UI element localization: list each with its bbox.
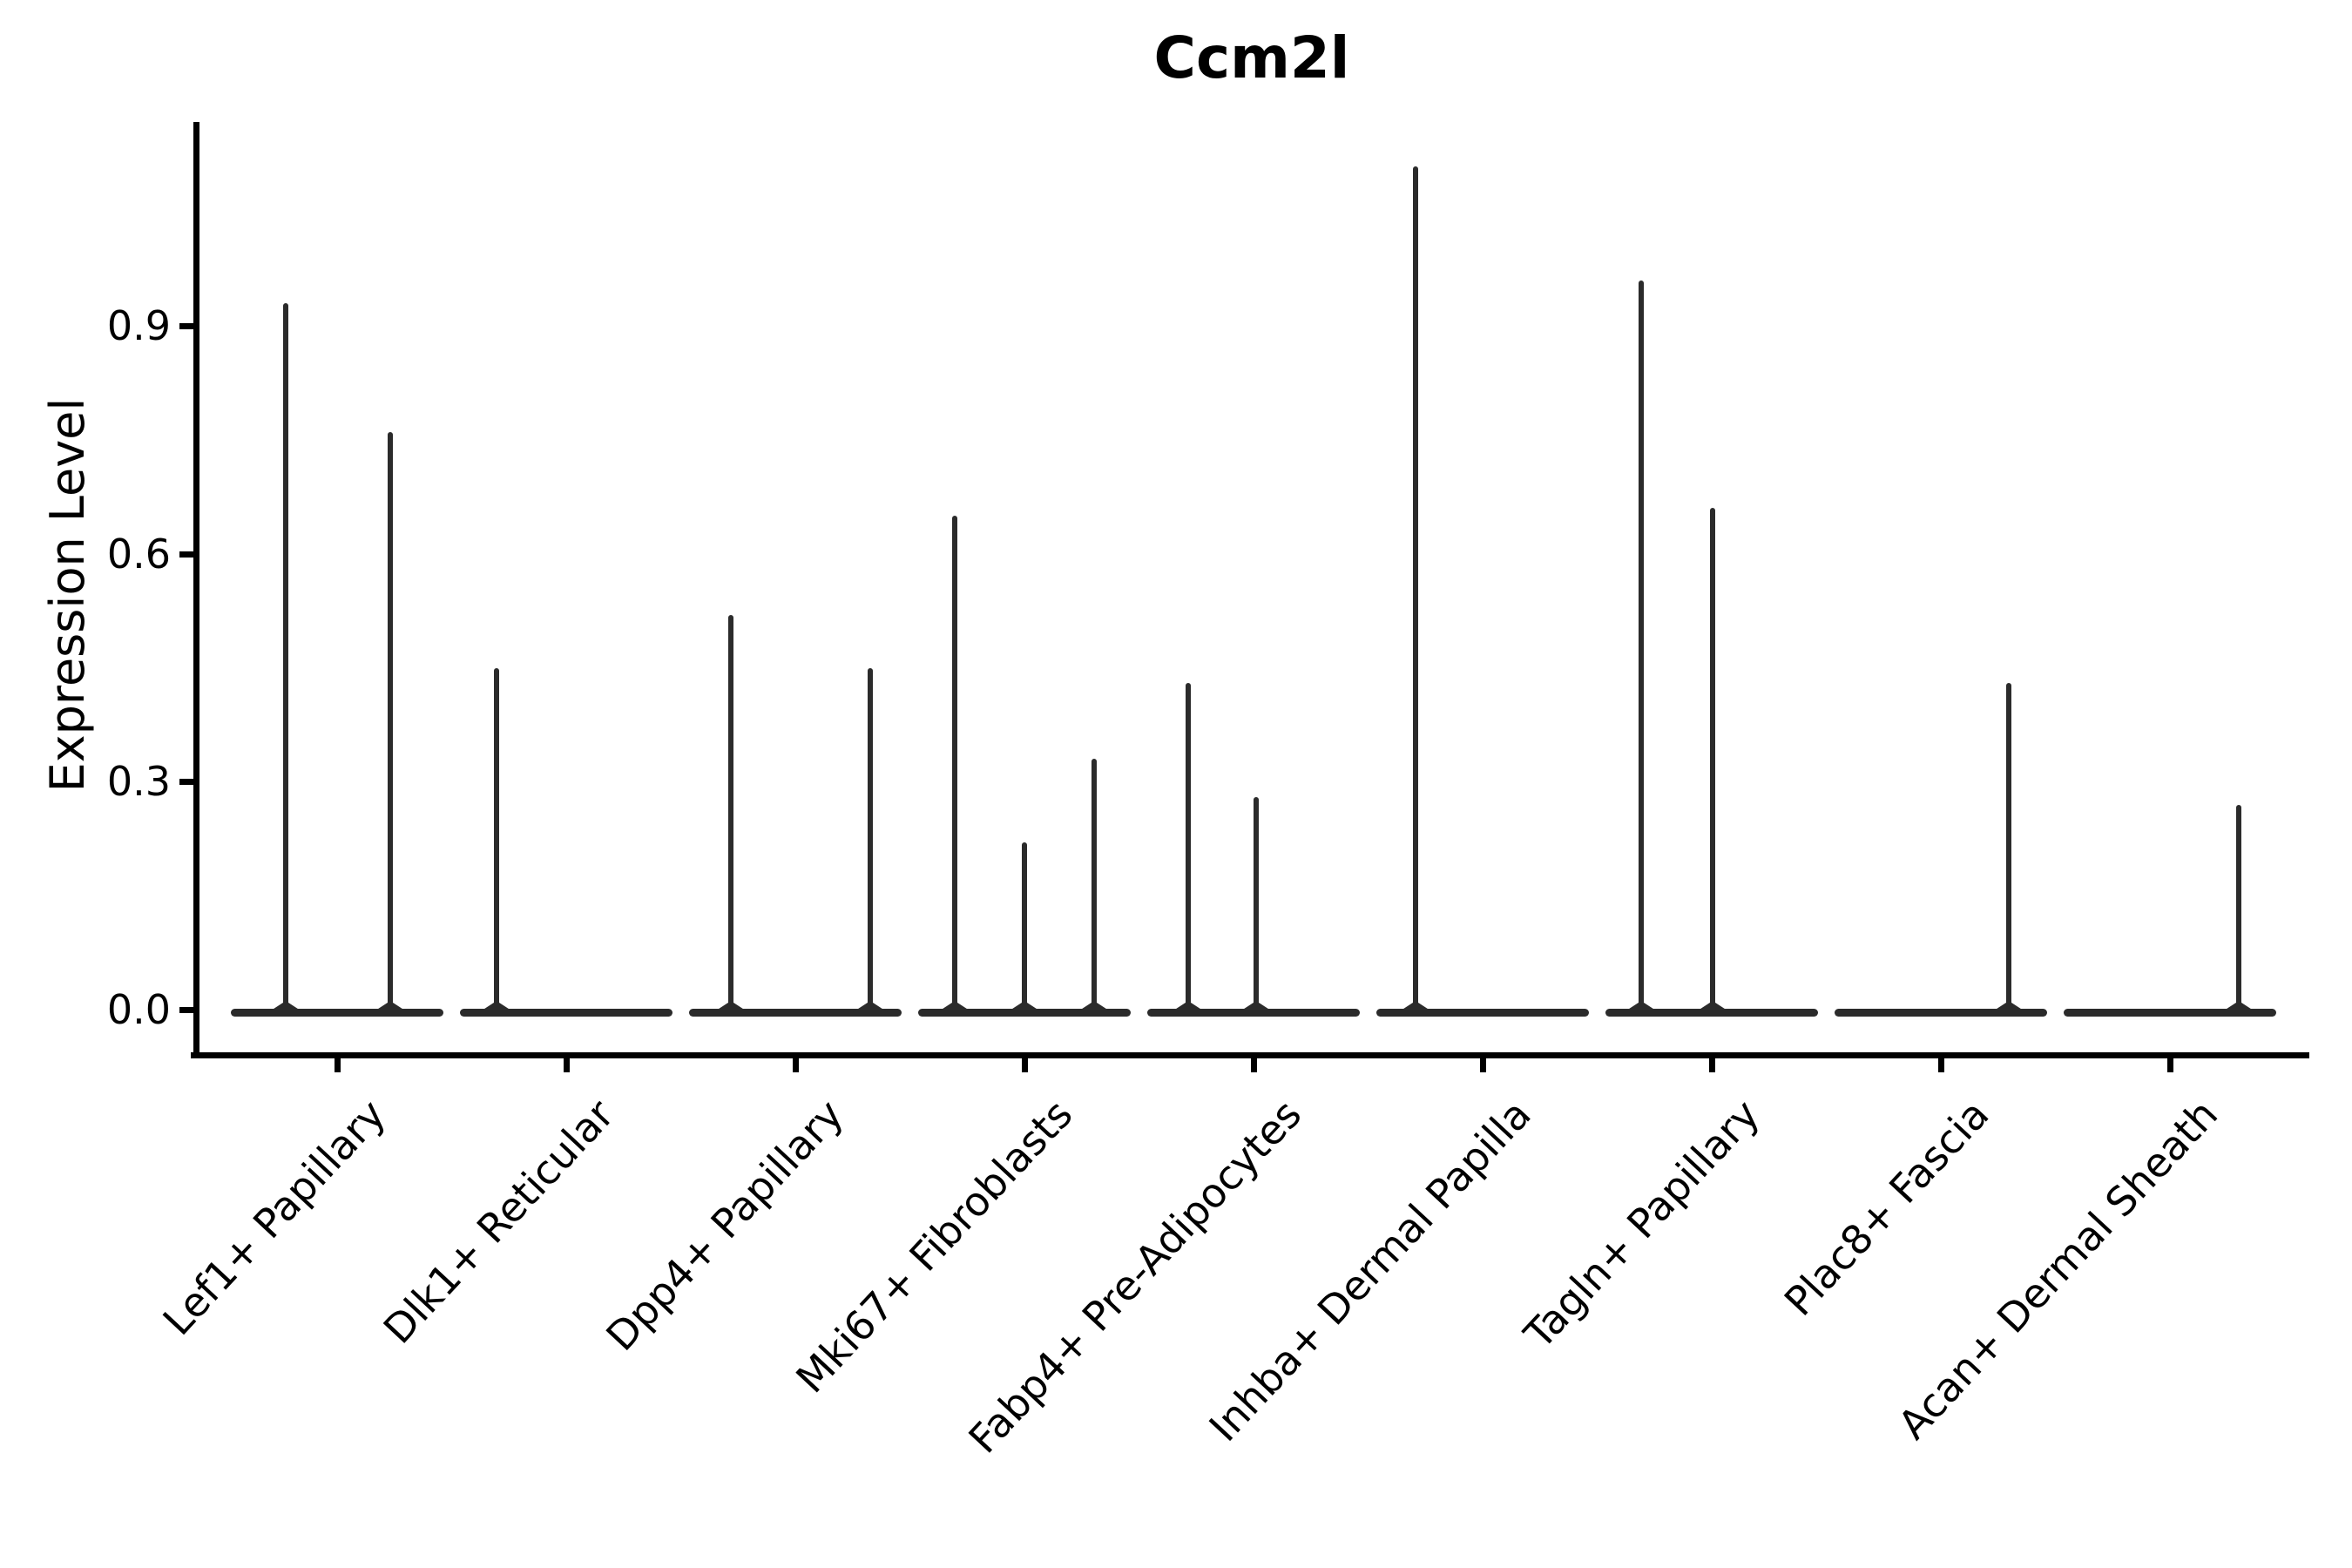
x-tick-label: Plac8+ Fascia bbox=[1774, 1091, 1998, 1325]
x-tick-mark bbox=[1938, 1058, 1944, 1072]
violin-density-spike bbox=[1639, 280, 1644, 1016]
violin-density-spike bbox=[952, 516, 957, 1016]
y-tick-mark bbox=[179, 779, 193, 786]
chart-title: Ccm2l bbox=[1153, 24, 1350, 91]
x-tick-label: Dlk1+ Reticular bbox=[375, 1091, 624, 1353]
y-tick-label: 0.3 bbox=[106, 758, 171, 806]
violin-density-spike bbox=[2006, 683, 2011, 1016]
violin-zero-density-line bbox=[460, 1008, 672, 1017]
violin-density-spike bbox=[1254, 796, 1259, 1016]
violin-zero-density-line bbox=[1376, 1008, 1589, 1017]
x-tick-label: Dpp4+ Papillary bbox=[597, 1091, 853, 1360]
violin-density-spike bbox=[728, 614, 733, 1016]
y-tick-mark bbox=[179, 1007, 193, 1013]
violin-density-spike bbox=[1413, 166, 1418, 1016]
x-tick-mark bbox=[1709, 1058, 1715, 1072]
x-tick-mark bbox=[1022, 1058, 1028, 1072]
violin-density-spike bbox=[283, 303, 288, 1016]
violin-zero-density-line bbox=[2064, 1008, 2276, 1017]
y-axis-line bbox=[193, 122, 199, 1058]
violin-density-spike bbox=[1186, 683, 1191, 1016]
violin-density-spike bbox=[1710, 508, 1715, 1016]
x-tick-mark bbox=[2167, 1058, 2173, 1072]
x-tick-mark bbox=[1251, 1058, 1257, 1072]
violin-density-spike bbox=[388, 432, 393, 1016]
violin-zero-density-line bbox=[231, 1008, 443, 1017]
x-tick-mark bbox=[335, 1058, 341, 1072]
x-tick-mark bbox=[1480, 1058, 1486, 1072]
violin-zero-density-line bbox=[1835, 1008, 2047, 1017]
y-tick-label: 0.9 bbox=[106, 302, 171, 350]
violin-density-spike bbox=[494, 667, 499, 1016]
violin-density-spike bbox=[1092, 759, 1097, 1016]
violin-density-spike bbox=[868, 667, 873, 1016]
x-tick-mark bbox=[793, 1058, 799, 1072]
y-tick-label: 0.6 bbox=[106, 530, 171, 578]
y-tick-mark bbox=[179, 551, 193, 558]
y-tick-mark bbox=[179, 323, 193, 330]
y-axis-label: Expression Level bbox=[40, 397, 95, 793]
y-tick-label: 0.0 bbox=[106, 986, 171, 1033]
x-tick-mark bbox=[564, 1058, 570, 1072]
violin-density-spike bbox=[2236, 804, 2241, 1016]
x-tick-label: Tagln+ Papillary bbox=[1515, 1091, 1769, 1358]
violin-zero-density-line bbox=[689, 1008, 902, 1017]
violin-density-spike bbox=[1022, 842, 1027, 1016]
x-axis-line bbox=[191, 1052, 2309, 1058]
x-tick-label: Lef1+ Papillary bbox=[153, 1091, 395, 1344]
